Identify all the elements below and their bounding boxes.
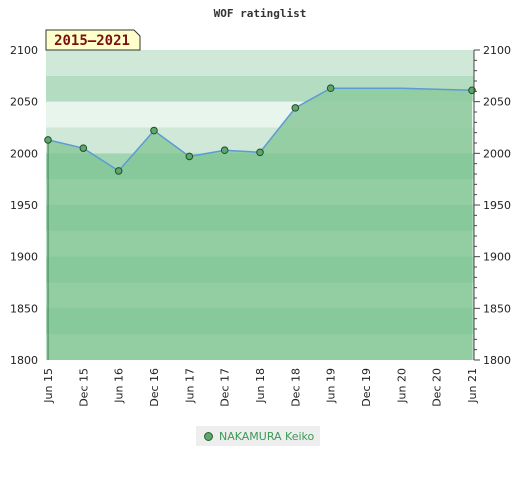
x-tick-label: Jun 21 — [466, 368, 479, 404]
y-axis-left: 1800 1850 1900 1950 2000 2050 2100 — [10, 44, 38, 367]
period-badge-label: 2015–2021 — [54, 33, 130, 49]
period-badge: 2015–2021 — [45, 29, 141, 51]
y-tick-label-left: 1950 — [10, 199, 38, 212]
y-tick-label-right: 2100 — [483, 44, 511, 57]
x-tick-label: Dec 15 — [77, 368, 90, 407]
area-band — [46, 205, 474, 231]
y-tick-label-left: 2050 — [10, 96, 38, 109]
data-point — [114, 167, 123, 175]
y-tick-label-right: 1950 — [483, 199, 511, 212]
x-tick-label: Dec 20 — [431, 368, 444, 407]
y-tick-label-left: 1800 — [10, 354, 38, 367]
y-tick-label-left: 1850 — [10, 302, 38, 315]
y-tick-label-right: 1800 — [483, 354, 511, 367]
legend: NAKAMURA Keiko — [196, 426, 321, 446]
data-point — [185, 152, 194, 161]
data-point — [79, 144, 88, 152]
y-tick-label-left: 1900 — [10, 251, 38, 264]
background-band — [46, 50, 474, 76]
legend-marker-icon — [204, 431, 213, 441]
x-tick-label: Dec 18 — [289, 368, 302, 407]
chart-title: WOF ratinglist — [214, 7, 307, 20]
x-tick-label: Jun 17 — [183, 368, 196, 404]
y-tick-label-left: 2000 — [10, 147, 38, 160]
y-tick-label-right: 2000 — [483, 147, 511, 160]
area-band — [46, 153, 474, 180]
period-badge-box — [45, 29, 141, 51]
area-fill — [46, 88, 474, 360]
area-band — [46, 256, 474, 283]
y-tick-label-left: 2100 — [10, 44, 38, 57]
x-tick-label: Jun 15 — [42, 368, 55, 404]
y-tick-label-right: 1900 — [483, 251, 511, 264]
x-tick-label: Dec 16 — [148, 368, 161, 407]
data-point — [256, 148, 264, 157]
x-tick-label: Jun 18 — [254, 368, 267, 404]
data-points — [44, 84, 476, 175]
y-axis-right: 1800 1850 1900 1950 2000 2050 2100 — [473, 44, 511, 367]
x-tick-label: Dec 19 — [360, 368, 373, 407]
data-point — [326, 84, 335, 93]
data-point — [220, 146, 229, 155]
data-point — [291, 104, 300, 112]
x-tick-label: Jun 16 — [113, 368, 126, 404]
x-tick-label: Jun 19 — [325, 368, 338, 404]
x-tick-label: Jun 20 — [395, 368, 408, 404]
area-band — [46, 308, 474, 335]
y-tick-label-right: 2050 — [483, 96, 511, 109]
data-point — [150, 126, 158, 135]
x-axis: Jun 15 Dec 15 Jun 16 Dec 16 Jun 17 Dec 17 Jun … — [42, 368, 479, 407]
data-point — [44, 136, 52, 144]
y-tick-label-right: 1850 — [483, 302, 511, 315]
x-tick-label: Dec 17 — [219, 368, 232, 407]
legend-label: NAKAMURA Keiko — [219, 429, 315, 443]
